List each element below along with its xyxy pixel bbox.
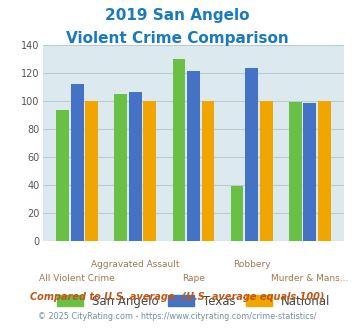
Bar xyxy=(173,59,185,241)
Text: Violent Crime Comparison: Violent Crime Comparison xyxy=(66,31,289,46)
Bar xyxy=(143,101,156,241)
Bar xyxy=(318,101,331,241)
Bar xyxy=(71,84,84,241)
Bar xyxy=(85,101,98,241)
Bar xyxy=(56,111,69,241)
Text: Robbery: Robbery xyxy=(233,260,271,269)
Bar xyxy=(245,68,258,241)
Bar xyxy=(114,94,127,241)
Text: Compared to U.S. average. (U.S. average equals 100): Compared to U.S. average. (U.S. average … xyxy=(30,292,325,302)
Text: All Violent Crime: All Violent Crime xyxy=(39,274,115,283)
Legend: San Angelo, Texas, National: San Angelo, Texas, National xyxy=(52,290,335,313)
Bar xyxy=(289,102,302,241)
Bar xyxy=(129,92,142,241)
Bar xyxy=(202,101,214,241)
Bar xyxy=(303,104,316,241)
Text: © 2025 CityRating.com - https://www.cityrating.com/crime-statistics/: © 2025 CityRating.com - https://www.city… xyxy=(38,312,317,321)
Text: Rape: Rape xyxy=(182,274,205,283)
Text: Murder & Mans...: Murder & Mans... xyxy=(271,274,348,283)
Bar xyxy=(187,71,200,241)
Text: 2019 San Angelo: 2019 San Angelo xyxy=(105,8,250,23)
Text: Aggravated Assault: Aggravated Assault xyxy=(91,260,180,269)
Bar xyxy=(231,186,244,241)
Bar xyxy=(260,101,273,241)
